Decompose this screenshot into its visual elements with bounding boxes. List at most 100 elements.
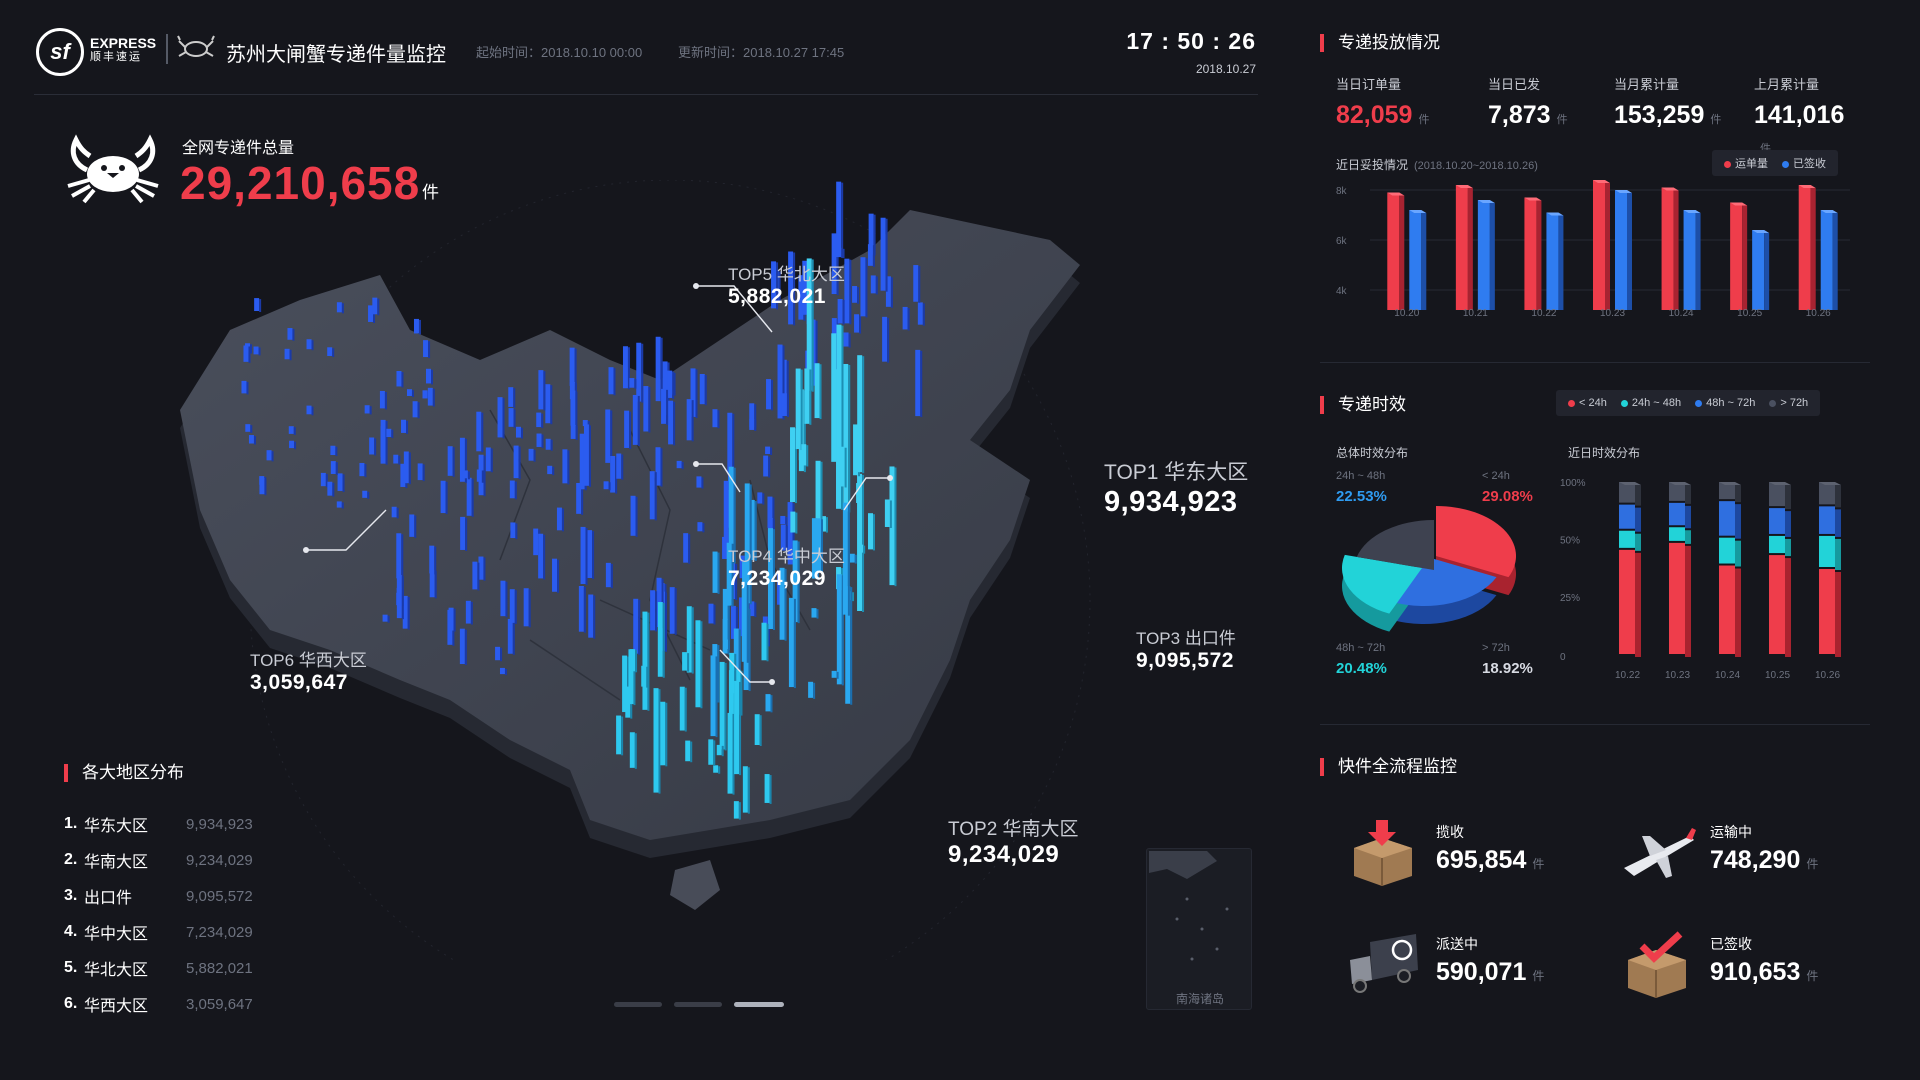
map-volume-bar (624, 410, 630, 448)
map-volume-bar-side (401, 372, 404, 388)
map-volume-bar-side (717, 552, 720, 594)
callout-top6-value: 3,059,647 (250, 671, 348, 694)
map-volume-bar-side (504, 668, 507, 676)
map-volume-bar-side (769, 775, 772, 804)
map-volume-bar-side (583, 586, 586, 633)
bar-side (1742, 205, 1748, 310)
callout-top4[interactable]: TOP4 华中大区 7,234,029 (728, 542, 845, 591)
map-volume-bar (622, 346, 628, 389)
flow-pickup-unit: 件 (1532, 857, 1545, 871)
map-volume-bar (576, 482, 582, 514)
map-volume-bar (741, 582, 747, 662)
callout-top6[interactable]: TOP6 华西大区 3,059,647 (250, 646, 367, 695)
map-volume-bar (536, 412, 542, 428)
map-volume-bar (815, 518, 821, 573)
map-volume-bar-side (588, 425, 591, 487)
clock: 17 : 50 : 26 (1126, 28, 1256, 54)
bar-side (1810, 188, 1816, 310)
map-volume-bar (396, 371, 402, 387)
map-volume-bar-side (786, 360, 789, 408)
map-volume-bar-side (384, 391, 387, 410)
bar-side (1695, 213, 1701, 310)
map-volume-bar-side (385, 420, 388, 465)
callout-top3[interactable]: TOP3 出口件 9,095,572 (1136, 624, 1236, 673)
map-volume-bar-side (543, 371, 546, 411)
map-volume-bar (248, 435, 254, 444)
map-volume-bar (742, 766, 748, 813)
callout-top5[interactable]: TOP5 华北大区 5,882,021 (728, 260, 845, 309)
map-volume-bar-side (593, 595, 596, 639)
stack-segment (1769, 535, 1785, 554)
region-value: 9,934,923 (186, 815, 253, 833)
map-volume-bar-side (633, 650, 636, 706)
pager-dot-3[interactable] (734, 1002, 784, 1007)
map-volume-bar-side (691, 400, 694, 442)
map-volume-bar (636, 342, 642, 402)
stack-x-tick: 10.22 (1615, 670, 1640, 681)
china-map[interactable] (150, 179, 1150, 1021)
region-value: 9,234,029 (186, 851, 253, 869)
map-volume-bar-side (341, 303, 344, 314)
map-volume-bar (562, 449, 568, 484)
map-volume-bar-side (740, 670, 743, 716)
map-volume-bar (641, 665, 647, 687)
map-volume-bar-side (918, 266, 921, 303)
map-volume-bar-side (369, 406, 372, 415)
pie-label-gt72: > 72h (1482, 642, 1510, 654)
region-row: 1. 华东大区 9,934,923 (64, 806, 284, 842)
map-volume-bar (391, 506, 397, 518)
stack-x-tick: 10.26 (1815, 670, 1840, 681)
map-volume-bar-side (859, 315, 862, 334)
map-volume-bar-side (434, 546, 437, 575)
map-volume-bar-side (250, 425, 253, 433)
pie-slice (1356, 520, 1434, 570)
map-volume-bar-side (464, 629, 467, 666)
bar-side (1627, 193, 1632, 310)
region-row: 6. 华西大区 3,059,647 (64, 986, 284, 1022)
callout-top2[interactable]: TOP2 华南大区 9,234,029 (948, 814, 1079, 869)
map-volume-bar (655, 336, 661, 402)
flow-signed-label: 已签收 (1710, 936, 1752, 952)
map-volume-bar-side (776, 262, 779, 310)
x-tick-label: 10.22 (1531, 308, 1556, 319)
clock-date: 2018.10.27 (1195, 62, 1256, 76)
map-volume-bar-side (398, 455, 401, 465)
stack-segment (1769, 482, 1785, 507)
map-volume-bar (650, 590, 656, 631)
map-volume-bar-side (813, 682, 816, 699)
flow-delivery-label: 派送中 (1436, 936, 1478, 952)
map-volume-bar-side (574, 382, 577, 401)
map-volume-bar (632, 394, 638, 445)
stack-segment-side (1635, 485, 1641, 506)
map-volume-bar (779, 567, 785, 640)
stack-segment (1819, 506, 1835, 534)
y-tick-label: 4k (1336, 286, 1348, 297)
callout-top1[interactable]: TOP1 华东大区 9,934,923 (1104, 456, 1248, 519)
stack-top (1819, 482, 1841, 485)
map-volume-bar (409, 514, 415, 537)
map-volume-bar (393, 454, 399, 464)
map-volume-bar-side (533, 449, 536, 462)
map-volume-bar (857, 355, 863, 473)
map-volume-bar-side (647, 612, 650, 711)
map-volume-bar-side (289, 349, 292, 361)
pager-dot-1[interactable] (614, 1002, 662, 1007)
map-volume-bar-side (862, 474, 865, 612)
bar-signed (1546, 212, 1559, 310)
stack-segment-side (1785, 558, 1791, 657)
truck-icon (1346, 930, 1422, 1001)
map-volume-bar-side (550, 385, 553, 425)
legend-label: < 24h (1579, 397, 1607, 409)
map-volume-bar (662, 361, 668, 416)
pager-dot-2[interactable] (674, 1002, 722, 1007)
map-volume-bar-side (418, 319, 421, 335)
map-volume-bar (440, 480, 446, 514)
map-volume-bar (588, 594, 594, 638)
stack-segment-side (1635, 507, 1641, 532)
delivery-title: 专递投放情况 (1320, 34, 1440, 52)
legend-dot (1695, 399, 1703, 407)
map-volume-bar-side (739, 681, 742, 776)
map-volume-bar-side (732, 713, 735, 795)
map-volume-bar (880, 217, 886, 291)
map-volume-bar-side (887, 317, 890, 363)
